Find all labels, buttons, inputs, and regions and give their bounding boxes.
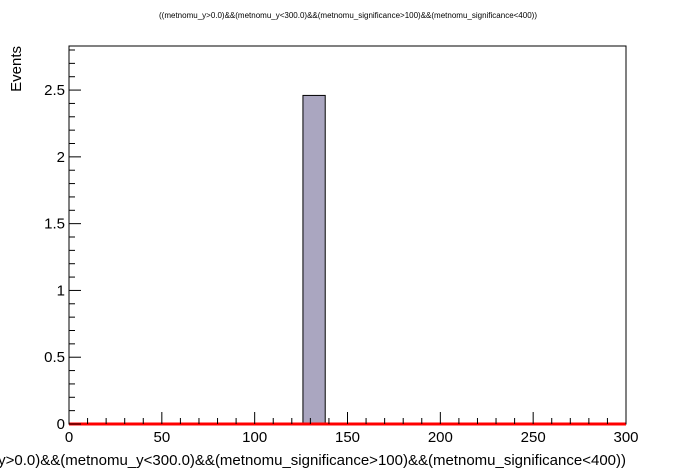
x-tick-label: 300 bbox=[613, 429, 638, 446]
y-tick-label: 0.5 bbox=[44, 349, 65, 366]
chart-title: ((metnomu_y>0.0)&&(metnomu_y<300.0)&&(me… bbox=[159, 11, 537, 20]
x-tick-label: 0 bbox=[65, 429, 73, 446]
y-tick-label: 0 bbox=[57, 416, 65, 433]
y-tick-label: 1 bbox=[57, 282, 65, 299]
x-tick-label: 100 bbox=[242, 429, 267, 446]
histogram-bar bbox=[302, 94, 326, 425]
y-tick-label: 2.5 bbox=[44, 82, 65, 99]
plot-frame bbox=[68, 45, 627, 425]
y-tick-label: 2 bbox=[57, 149, 65, 166]
x-tick-label: 200 bbox=[428, 429, 453, 446]
x-tick-label: 150 bbox=[335, 429, 360, 446]
x-tick-label: 250 bbox=[521, 429, 546, 446]
y-tick-label: 1.5 bbox=[44, 216, 65, 233]
x-axis-title: y>0.0)&&(metnomu_y<300.0)&&(metnomu_sign… bbox=[0, 452, 626, 469]
x-tick-label: 50 bbox=[153, 429, 170, 446]
y-axis-title: Events bbox=[8, 46, 25, 92]
